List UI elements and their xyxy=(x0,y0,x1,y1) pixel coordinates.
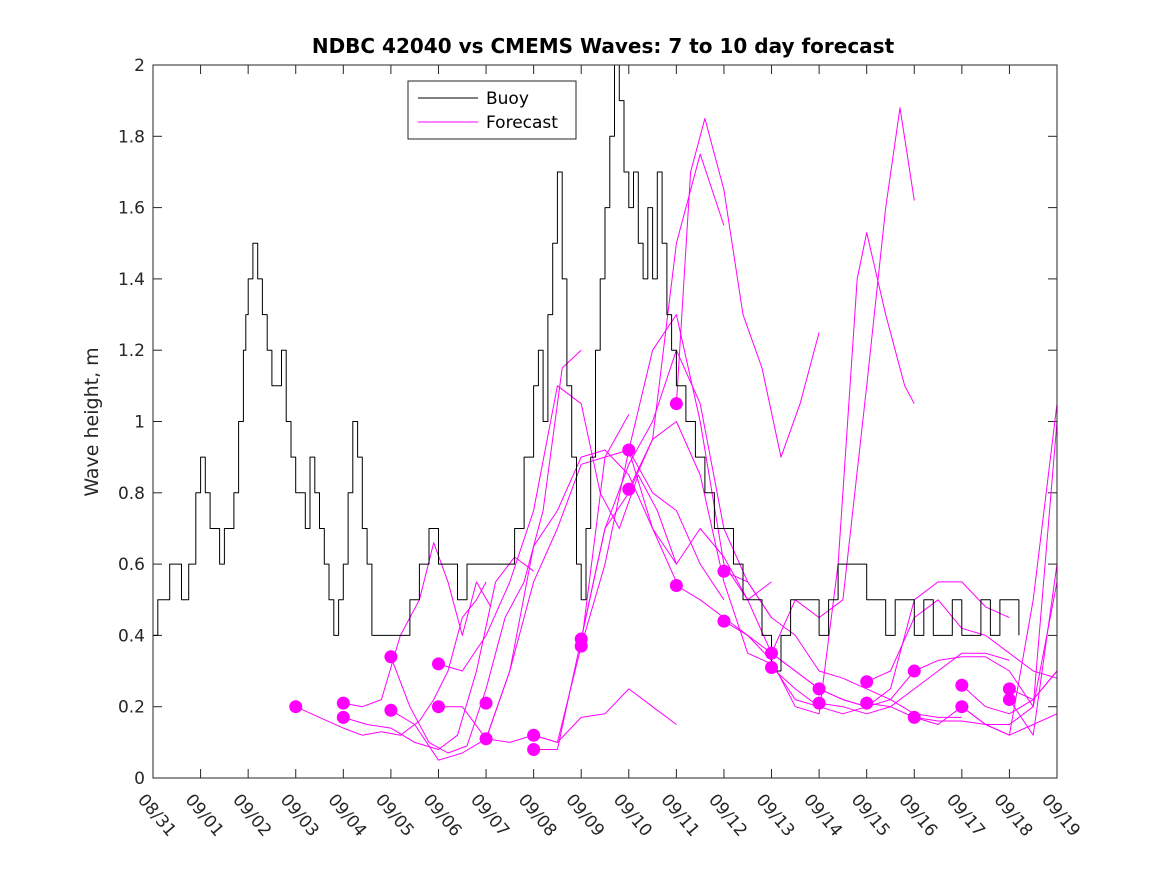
forecast-series-line-22 xyxy=(819,652,1010,715)
forecast-start-marker-22 xyxy=(812,696,826,710)
y-tick-label: 1.6 xyxy=(118,199,145,219)
forecast-start-marker-2 xyxy=(336,710,350,724)
forecast-series-line-29 xyxy=(1009,670,1058,701)
y-tick-label: 0 xyxy=(134,769,145,789)
forecast-series-line-24 xyxy=(866,702,1058,736)
y-axis-label: Wave height, m xyxy=(81,347,103,496)
y-tick-label: 1.4 xyxy=(118,270,145,290)
forecast-start-marker-19 xyxy=(765,646,779,660)
forecast-series-line-2 xyxy=(343,542,492,708)
forecast-start-marker-17 xyxy=(717,564,731,578)
forecast-series-line-4 xyxy=(390,349,582,754)
legend-box xyxy=(407,80,577,140)
forecast-start-marker-12 xyxy=(574,639,588,653)
series-layer xyxy=(153,64,1058,761)
forecast-start-markers xyxy=(289,397,1016,756)
legend-forecast-label: Forecast xyxy=(486,113,558,133)
forecast-start-marker-14 xyxy=(622,482,636,496)
y-tick-label: 1.2 xyxy=(118,341,145,361)
axes-box xyxy=(152,64,1058,779)
forecast-series-line-8 xyxy=(486,688,677,743)
forecast-start-marker-30 xyxy=(1002,693,1016,707)
y-tick-label: 0.8 xyxy=(118,484,145,504)
forecast-start-marker-25 xyxy=(907,664,921,678)
forecast-start-marker-15 xyxy=(669,397,683,411)
forecast-series-line-14 xyxy=(628,421,820,708)
forecast-start-marker-20 xyxy=(765,660,779,674)
forecast-series-line-1 xyxy=(295,581,487,736)
y-axis-tick-labels: 0 0.2 0.4 0.6 0.8 1 1.2 1.4 1.6 1.8 2 xyxy=(118,56,145,789)
forecast-series-line-15 xyxy=(675,118,820,458)
forecast-start-marker-13 xyxy=(622,443,636,457)
forecast-series-line-7 xyxy=(438,449,677,740)
forecast-start-marker-6 xyxy=(431,700,445,714)
legend-buoy-label: Buoy xyxy=(486,89,529,109)
forecast-start-marker-18 xyxy=(717,614,731,628)
forecast-start-marker-7 xyxy=(479,696,493,710)
forecast-series-line-12 xyxy=(580,314,772,647)
y-tick-label: 1 xyxy=(134,413,145,433)
forecast-start-marker-4 xyxy=(384,703,398,717)
forecast-start-marker-28 xyxy=(955,700,969,714)
forecast-series-line-19 xyxy=(771,107,915,654)
forecast-start-marker-9 xyxy=(527,728,541,742)
plot-area xyxy=(153,65,1057,778)
y-tick-label: 0.2 xyxy=(118,698,145,718)
forecast-start-marker-5 xyxy=(431,657,445,671)
forecast-series-line-17 xyxy=(723,570,915,701)
forecast-start-marker-10 xyxy=(527,742,541,756)
forecast-series-line-30 xyxy=(1008,564,1058,736)
legend: Buoy Forecast xyxy=(407,80,577,140)
forecast-series-line-6 xyxy=(438,385,677,672)
forecast-start-marker-16 xyxy=(669,578,683,592)
y-tick-label: 0.6 xyxy=(118,555,145,575)
forecast-series-line-28 xyxy=(961,421,1058,725)
forecast-start-marker-8 xyxy=(479,732,493,746)
forecast-start-marker-0 xyxy=(289,700,303,714)
forecast-start-marker-21 xyxy=(812,682,826,696)
y-tick-label: 0.4 xyxy=(118,626,145,646)
forecast-start-marker-29 xyxy=(1002,682,1016,696)
forecast-start-marker-23 xyxy=(860,675,874,689)
forecast-start-marker-26 xyxy=(907,710,921,724)
y-tick-label: 1.8 xyxy=(118,127,145,147)
buoy-series-line xyxy=(153,64,1020,672)
forecast-start-marker-27 xyxy=(955,678,969,692)
forecast-start-marker-24 xyxy=(860,696,874,710)
forecast-start-marker-1 xyxy=(336,696,350,710)
y-tick-label: 2 xyxy=(134,56,145,76)
forecast-series-line-3 xyxy=(343,556,534,750)
chart-title: NDBC 42040 vs CMEMS Waves: 7 to 10 day f… xyxy=(312,34,895,58)
forecast-start-marker-3 xyxy=(384,650,398,664)
